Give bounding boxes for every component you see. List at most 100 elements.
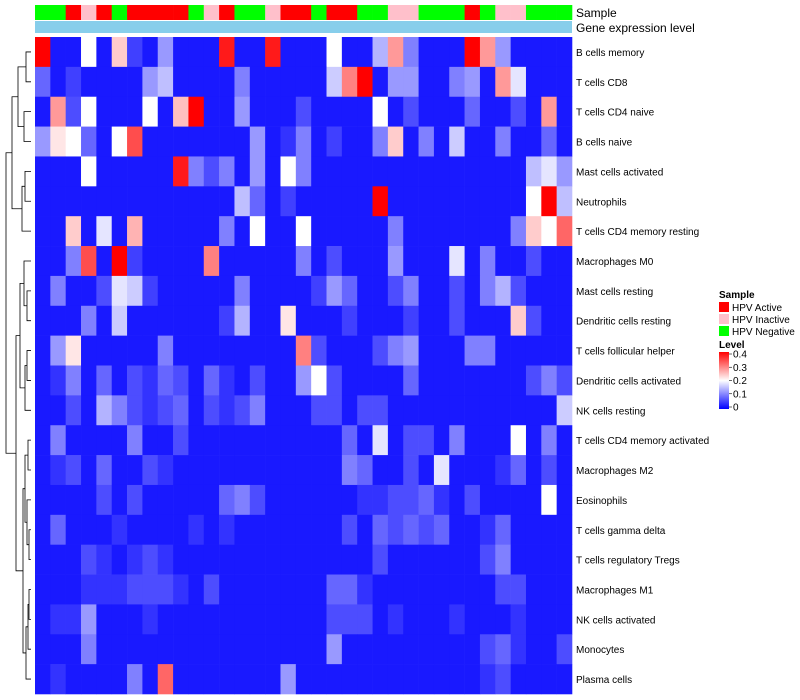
heatmap-cell xyxy=(464,335,481,366)
heatmap-cell xyxy=(372,425,389,456)
heatmap-cell xyxy=(495,335,511,366)
heatmap-cell xyxy=(96,246,113,277)
heatmap-cell xyxy=(541,544,557,575)
heatmap-cell xyxy=(449,574,465,605)
legend-level-ticks: 0.4 0.3 0.2 0.1 0 xyxy=(729,350,747,414)
heatmap-cell xyxy=(265,544,281,575)
heatmap-cell xyxy=(541,156,557,187)
heatmap-cell xyxy=(525,664,542,695)
legend-sample-swatch xyxy=(719,302,729,312)
heatmap-cell xyxy=(203,96,220,127)
dendrogram-branch xyxy=(28,589,31,620)
heatmap-cell xyxy=(111,455,128,486)
heatmap-cell xyxy=(418,634,435,665)
heatmap-cell xyxy=(265,455,281,486)
heatmap-cell xyxy=(65,305,82,336)
heatmap-cell xyxy=(372,514,389,545)
heatmap-cell xyxy=(510,395,527,426)
heatmap-cell xyxy=(234,664,251,695)
heatmap-cell xyxy=(449,37,465,68)
heatmap-cell xyxy=(326,216,343,247)
heatmap-cell xyxy=(173,544,189,575)
heatmap-cell xyxy=(127,156,143,187)
heatmap-cell xyxy=(479,664,496,695)
heatmap-cell xyxy=(65,216,82,247)
heatmap-cell xyxy=(372,664,389,695)
heatmap-cell xyxy=(357,246,373,277)
heatmap-cell xyxy=(433,455,450,486)
heatmap-cell xyxy=(357,186,373,217)
heatmap-cell xyxy=(403,484,419,516)
heatmap-cell xyxy=(111,634,128,665)
heatmap-cell xyxy=(495,664,511,695)
heatmap-cell xyxy=(111,246,128,277)
heatmap-cell xyxy=(111,305,128,336)
heatmap-cell xyxy=(418,156,435,187)
heatmap-cell xyxy=(541,574,557,605)
heatmap-cell xyxy=(418,484,435,516)
dendrogram-branch xyxy=(23,260,31,307)
heatmap-cell xyxy=(249,335,266,366)
heatmap-cell xyxy=(96,514,113,545)
heatmap-cell xyxy=(326,425,343,456)
heatmap-cell xyxy=(65,156,82,187)
row-label: T cells CD8 xyxy=(576,78,628,89)
heatmap-cell xyxy=(188,634,205,665)
heatmap-cell xyxy=(111,544,128,575)
heatmap-cell xyxy=(372,634,389,665)
heatmap-cell xyxy=(479,216,496,247)
heatmap-cell xyxy=(418,335,435,366)
row-label: NK cells resting xyxy=(576,406,645,417)
heatmap-cell xyxy=(341,335,358,366)
heatmap-cell xyxy=(188,365,205,396)
heatmap-cell xyxy=(510,484,527,516)
heatmap-cell xyxy=(157,335,174,366)
heatmap-cell xyxy=(433,275,450,307)
row-label: T cells CD4 memory resting xyxy=(576,227,699,238)
heatmap-cell xyxy=(464,425,481,456)
heatmap-cell xyxy=(418,574,435,605)
heatmap-cell xyxy=(311,544,327,575)
heatmap-cell xyxy=(219,305,235,336)
heatmap-cell xyxy=(219,186,235,217)
heatmap-cell xyxy=(127,275,143,307)
heatmap-cell xyxy=(418,455,435,486)
heatmap-cell xyxy=(35,544,51,575)
sample-annotation-cell xyxy=(556,5,573,20)
heatmap-cell xyxy=(280,216,297,247)
heatmap-cell xyxy=(249,96,266,127)
heatmap-cell xyxy=(495,275,511,307)
heatmap-cell xyxy=(234,216,251,247)
heatmap-cell xyxy=(510,604,527,635)
heatmap-cell xyxy=(173,634,189,665)
heatmap-cell xyxy=(234,66,251,98)
heatmap-cell xyxy=(157,634,174,665)
heatmap-cell xyxy=(188,395,205,426)
heatmap-cell xyxy=(556,574,573,605)
heatmap-cell xyxy=(188,455,205,486)
heatmap-cell xyxy=(525,126,542,157)
dendrogram-branch xyxy=(27,439,31,471)
heatmap-cell xyxy=(341,425,358,456)
heatmap-cell xyxy=(510,126,527,157)
heatmap-cell xyxy=(295,574,312,605)
sample-annotation-cell xyxy=(50,5,66,20)
row-label: T cells CD4 memory activated xyxy=(576,436,709,447)
heatmap-cell xyxy=(280,425,297,456)
heatmap-cell xyxy=(541,425,557,456)
heatmap-cell xyxy=(173,365,189,396)
heatmap-cell xyxy=(541,365,557,396)
heatmap-cell xyxy=(127,216,143,247)
sample-annotation-cell xyxy=(234,5,251,20)
heatmap-cell xyxy=(556,455,573,486)
heatmap-cell xyxy=(188,96,205,127)
heatmap-cell xyxy=(173,186,189,217)
heatmap-cell xyxy=(249,156,266,187)
heatmap-cell xyxy=(127,96,143,127)
gene-expression-annotation-bar xyxy=(35,21,572,33)
heatmap-cell xyxy=(479,484,496,516)
heatmap-cell xyxy=(142,126,159,157)
heatmap-cell xyxy=(326,335,343,366)
heatmap-cell xyxy=(50,275,66,307)
heatmap-cell xyxy=(479,246,496,277)
